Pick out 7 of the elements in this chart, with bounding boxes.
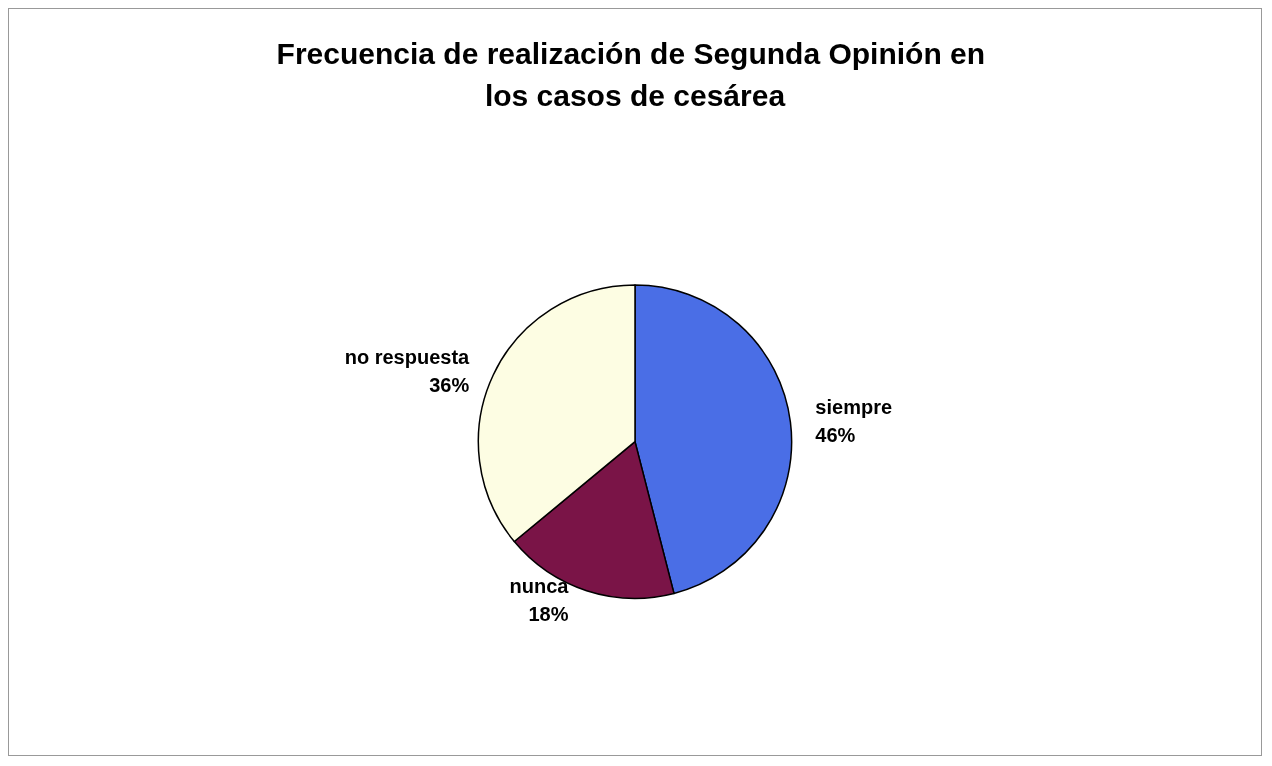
- chart-title: Frecuencia de realización de Segunda Opinión en los casos de cesárea: [276, 36, 994, 112]
- slice-label: nunca: [509, 575, 570, 598]
- data-label: 36%: [429, 373, 470, 396]
- slice-label: siempre: [815, 395, 893, 418]
- data-label: 46%: [815, 423, 856, 446]
- slice-label: no respuesta: [344, 345, 471, 368]
- data-label: 18%: [528, 603, 569, 626]
